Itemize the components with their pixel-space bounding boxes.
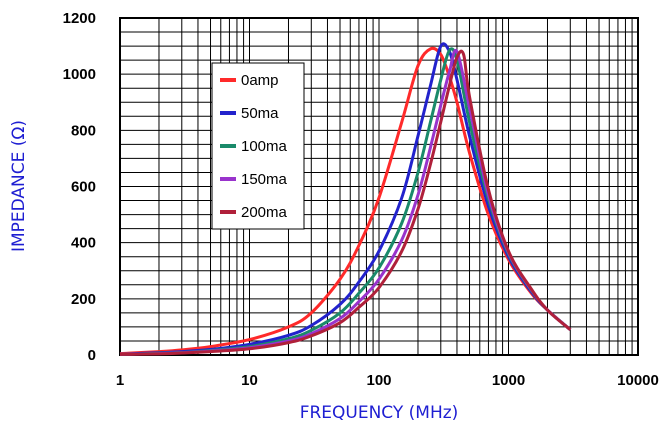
series-line-200ma — [119, 49, 572, 356]
plot-frame — [119, 17, 639, 356]
x-tick-labels: 1 10 100 1000 10000 — [116, 372, 659, 389]
y-tick-label: 600 — [71, 179, 96, 196]
y-tick-label: 1200 — [63, 10, 96, 27]
series-lines — [119, 42, 572, 356]
y-tick-label: 0 — [88, 347, 96, 364]
x-tick-label: 100 — [366, 372, 391, 389]
y-tick-label: 400 — [71, 235, 96, 252]
y-tick-labels: 0 200 400 600 800 1000 1200 — [63, 10, 96, 364]
x-axis-label: FREQUENCY (MHz) — [300, 403, 459, 423]
legend-label: 100ma — [241, 138, 288, 155]
legend: 0amp 50ma 100ma 150ma 200ma — [211, 62, 305, 230]
y-axis-label: IMPEDANCE (Ω) — [9, 120, 29, 252]
y-tick-label: 1000 — [63, 66, 96, 83]
x-tick-label: 10000 — [617, 372, 659, 389]
x-tick-label: 1 — [116, 372, 124, 389]
legend-label: 200ma — [241, 204, 288, 221]
x-tick-label: 1000 — [492, 372, 525, 389]
y-tick-label: 200 — [71, 291, 96, 308]
legend-label: 50ma — [241, 105, 279, 122]
legend-label: 150ma — [241, 171, 288, 188]
series-line-50ma — [119, 42, 572, 356]
series-line-0amp — [119, 46, 572, 356]
legend-label: 0amp — [241, 72, 279, 89]
y-tick-label: 800 — [71, 122, 96, 139]
x-tick-label: 10 — [241, 372, 258, 389]
grid — [120, 18, 638, 355]
